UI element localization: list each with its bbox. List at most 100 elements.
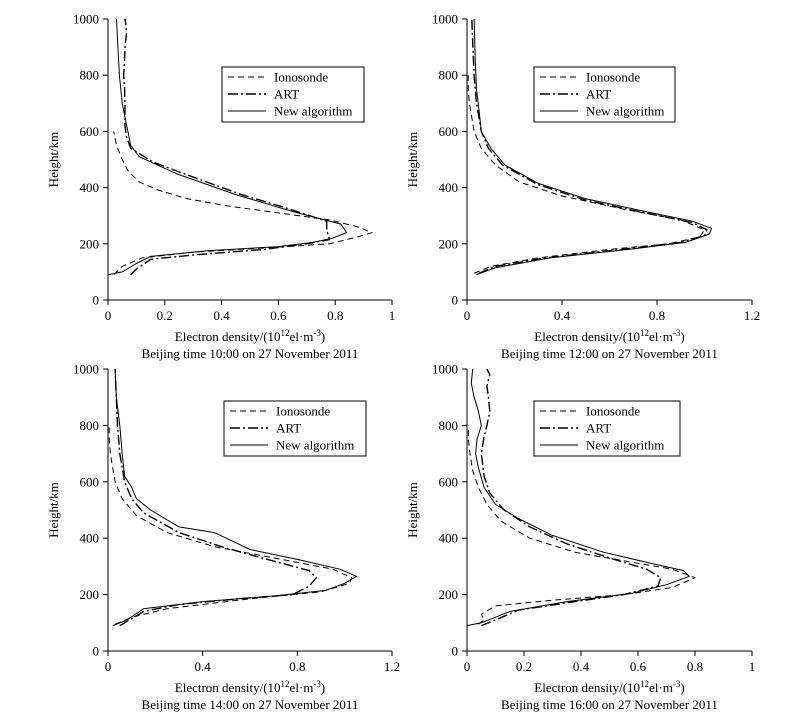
chart-panel-4: 0 0.2 0.4 0.6 0.8 1 0 200 400 600 800 1000 Height/km… xyxy=(405,362,755,713)
x-axis-label-part: 12 xyxy=(281,679,290,689)
x-axis-label-part: -3 xyxy=(313,328,321,338)
y-tick-label: 600 xyxy=(439,474,459,489)
x-tick-label: 0 xyxy=(105,308,112,323)
x-axis-label-part: ) xyxy=(321,329,325,344)
legend-label: New algorithm xyxy=(274,104,352,119)
y-tick-label: 800 xyxy=(80,418,100,433)
chart-panel-1: 0 0.2 0.4 0.6 0.8 1 0 200 400 600 800 1000 Height/km… xyxy=(46,12,395,362)
legend-label: New algorithm xyxy=(586,438,664,453)
legend: Ionosonde ART New algorithm xyxy=(533,400,681,457)
series-line-ionosonde xyxy=(467,425,696,625)
chart-panel-2: 0 0.4 0.8 1.2 0 200 400 600 800 1000 Height/km Elec… xyxy=(405,12,760,362)
series-line-new-algorithm xyxy=(107,18,348,276)
series-line-ionosonde xyxy=(113,131,373,276)
x-axis-label-part: Electron density/(10 xyxy=(534,329,640,344)
x-axis-label-part: ) xyxy=(680,329,684,344)
x-tick-label: 0.8 xyxy=(649,308,665,323)
y-tick-label: 1000 xyxy=(73,362,99,377)
legend-label: ART xyxy=(276,421,301,436)
x-tick-label: 0.8 xyxy=(289,659,305,674)
x-axis-label: Electron density/(1012el·m-3) xyxy=(534,679,684,695)
chart-caption: Beijing time 12:00 on 27 November 2011 xyxy=(501,346,718,361)
x-axis-label-part: Electron density/(10 xyxy=(534,680,640,695)
y-tick-label: 1000 xyxy=(73,12,99,27)
x-tick-label: 1 xyxy=(389,308,396,323)
legend-box xyxy=(533,66,676,123)
x-tick-label: 1.2 xyxy=(384,659,400,674)
legend: Ionosonde ART New algorithm xyxy=(223,400,367,457)
y-tick-label: 0 xyxy=(452,644,459,659)
x-tick-label: 0 xyxy=(464,308,471,323)
x-axis-label-part: el·m xyxy=(649,680,673,695)
legend-box xyxy=(223,400,367,457)
legend-label: Ionosonde xyxy=(276,404,330,419)
legend-box xyxy=(221,66,365,123)
y-tick-label: 800 xyxy=(439,68,459,83)
x-axis-label-part: -3 xyxy=(673,679,681,689)
x-axis-label-part: ) xyxy=(321,680,325,695)
x-axis-label-part: -3 xyxy=(673,328,681,338)
legend-label: ART xyxy=(586,421,611,436)
y-axis-label: Height/km xyxy=(46,132,61,188)
y-tick-label: 200 xyxy=(80,236,100,251)
y-tick-label: 200 xyxy=(439,236,459,251)
chart-caption: Beijing time 16:00 on 27 November 2011 xyxy=(501,697,718,712)
chart-caption: Beijing time 10:00 on 27 November 2011 xyxy=(142,346,359,361)
x-tick-label: 0.4 xyxy=(573,659,590,674)
x-tick-label: 1.2 xyxy=(744,308,760,323)
x-axis-label: Electron density/(1012el·m-3) xyxy=(175,679,325,695)
y-tick-label: 400 xyxy=(80,180,100,195)
legend-label: ART xyxy=(586,87,611,102)
series-line-art xyxy=(471,18,708,274)
x-axis-label-part: ) xyxy=(680,680,684,695)
legend: Ionosonde ART New algorithm xyxy=(533,66,676,123)
series-line-art xyxy=(122,18,331,276)
y-tick-label: 600 xyxy=(80,474,100,489)
legend: Ionosonde ART New algorithm xyxy=(221,66,365,123)
legend-label: New algorithm xyxy=(586,104,664,119)
y-tick-label: 800 xyxy=(439,418,459,433)
series-line-new-algorithm xyxy=(112,368,357,627)
chart-caption: Beijing time 14:00 on 27 November 2011 xyxy=(142,697,359,712)
x-axis-label-part: Electron density/(10 xyxy=(175,680,281,695)
series-line-ionosonde xyxy=(108,425,353,625)
y-axis-label: Height/km xyxy=(46,482,61,538)
y-tick-label: 400 xyxy=(439,180,459,195)
x-tick-label: 0.4 xyxy=(195,659,212,674)
x-axis-label: Electron density/(1012el·m-3) xyxy=(534,328,684,344)
chart-panel-3: 0 0.4 0.8 1.2 0 200 400 600 800 1000 Height/km Elec… xyxy=(46,362,400,713)
series-line-new-algorithm xyxy=(466,368,690,627)
x-tick-label: 0 xyxy=(464,659,471,674)
y-tick-label: 200 xyxy=(80,587,100,602)
x-tick-label: 0.4 xyxy=(213,308,230,323)
y-tick-label: 0 xyxy=(93,293,100,308)
x-axis-label-part: 12 xyxy=(640,328,649,338)
y-tick-label: 600 xyxy=(80,124,100,139)
x-tick-label: 0.4 xyxy=(554,308,571,323)
series-line-art xyxy=(480,368,662,627)
x-axis-label-part: el·m xyxy=(649,329,673,344)
x-axis-label-part: el·m xyxy=(290,680,314,695)
y-tick-label: 400 xyxy=(80,531,100,546)
x-tick-label: 1 xyxy=(749,659,756,674)
y-tick-label: 800 xyxy=(80,68,100,83)
y-axis-label: Height/km xyxy=(405,132,420,188)
series-line-ionosonde xyxy=(467,75,705,274)
y-tick-label: 0 xyxy=(93,644,100,659)
y-axis-label: Height/km xyxy=(405,482,420,538)
x-tick-label: 0.8 xyxy=(327,308,343,323)
x-axis-label-part: Electron density/(10 xyxy=(175,329,281,344)
x-tick-label: 0.6 xyxy=(270,308,287,323)
x-axis-label-part: -3 xyxy=(313,679,321,689)
x-axis-label-part: el·m xyxy=(290,329,314,344)
x-tick-label: 0.2 xyxy=(516,659,532,674)
y-tick-label: 1000 xyxy=(432,12,458,27)
series-line-new-algorithm xyxy=(473,18,713,276)
x-tick-label: 0.6 xyxy=(630,659,647,674)
legend-label: Ionosonde xyxy=(274,70,328,85)
x-axis-label: Electron density/(1012el·m-3) xyxy=(175,328,325,344)
x-axis-label-part: 12 xyxy=(640,679,649,689)
x-axis-label-part: 12 xyxy=(281,328,290,338)
y-tick-label: 400 xyxy=(439,531,459,546)
